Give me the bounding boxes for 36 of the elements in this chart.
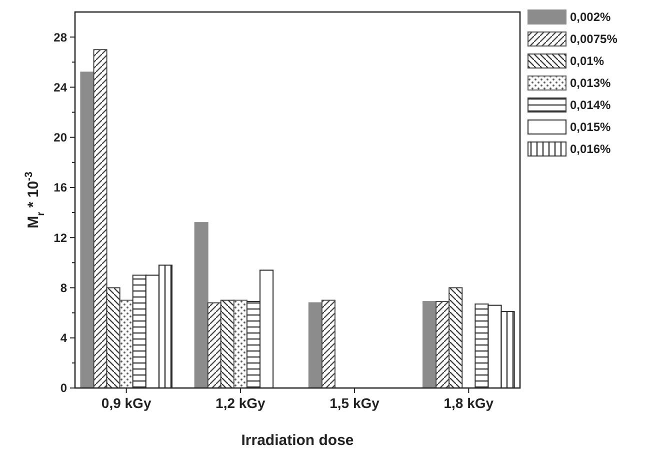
y-tick-label: 0 [60, 381, 68, 396]
bar [436, 301, 450, 388]
bar [207, 302, 222, 388]
bar [119, 300, 134, 388]
bar [194, 222, 208, 388]
legend-label: 0,016% [570, 142, 612, 156]
legend-label: 0,013% [570, 76, 612, 90]
bar [474, 304, 489, 388]
x-tick-label: 1,2 kGy [216, 395, 266, 411]
y-tick-label: 20 [54, 130, 68, 145]
bar [220, 300, 234, 388]
y-tick-label: 12 [54, 230, 68, 245]
legend-label: 0,014% [570, 98, 612, 112]
x-tick-label: 1,5 kGy [330, 395, 380, 411]
legend-label: 0,01% [570, 54, 604, 68]
y-tick-label: 28 [54, 30, 68, 44]
bar [80, 72, 94, 388]
bar [422, 301, 437, 388]
bar [233, 300, 248, 388]
bar [106, 287, 120, 388]
x-axis-title: Irradiation dose [241, 432, 354, 449]
bar [93, 49, 108, 388]
bar [448, 287, 463, 388]
y-tick-label: 24 [54, 80, 68, 94]
bar [308, 302, 322, 388]
y-tick-label: 16 [54, 180, 68, 195]
x-tick-label: 0,9 kGy [101, 395, 152, 411]
legend-label: 0,015% [570, 120, 612, 134]
x-tick-label: 1,8 kGy [444, 395, 494, 411]
legend-label: 0,002% [570, 10, 612, 24]
bar [132, 274, 146, 388]
bar [246, 301, 261, 388]
y-tick-label: 8 [60, 280, 68, 295]
legend-label: 0,0075% [570, 32, 618, 46]
y-tick-label: 4 [60, 331, 68, 346]
bar [321, 300, 336, 388]
